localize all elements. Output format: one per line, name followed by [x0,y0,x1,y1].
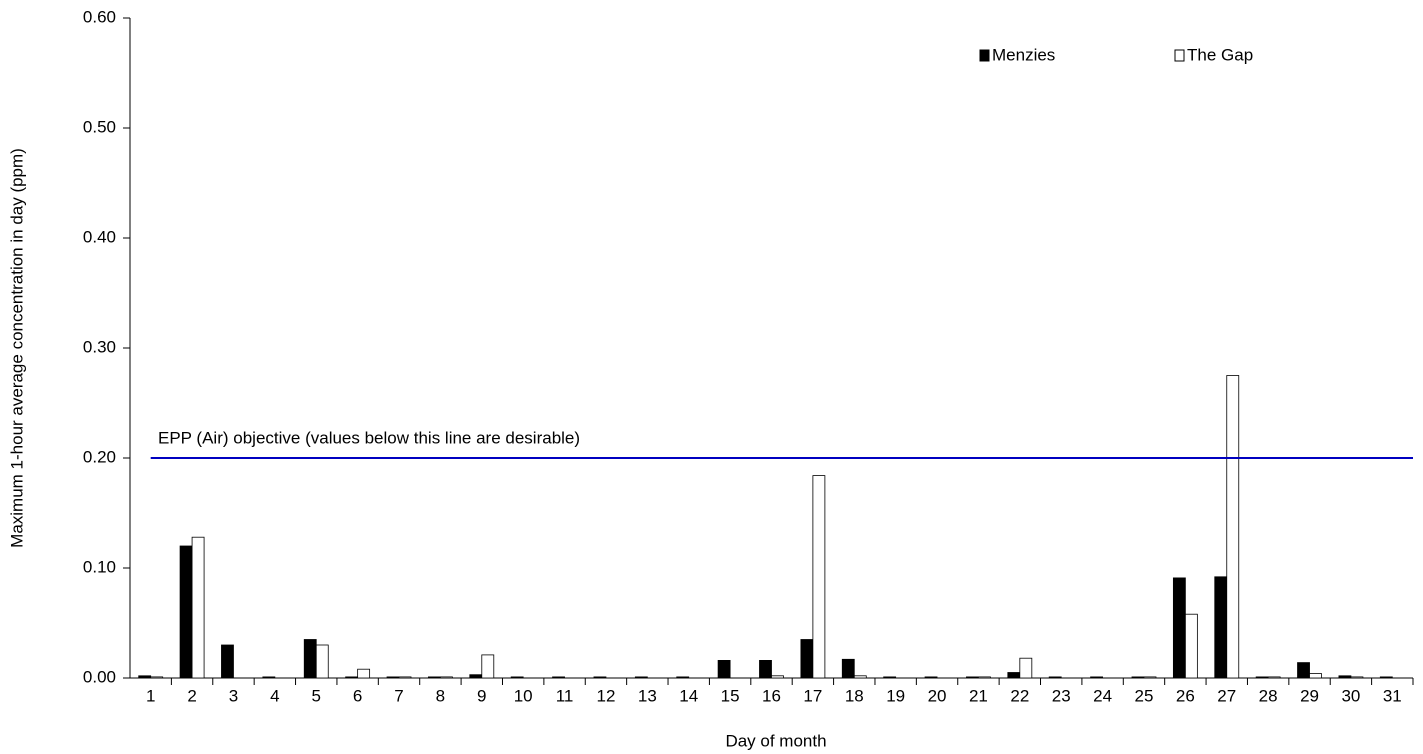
x-axis-title: Day of month [725,731,826,750]
x-tick-label: 12 [596,686,615,705]
x-tick-label: 9 [477,686,486,705]
bar [1131,676,1145,679]
x-tick-label: 18 [845,686,864,705]
x-tick-label: 31 [1383,686,1402,705]
bar [1338,675,1352,679]
bar [440,676,453,679]
bar [1048,676,1062,679]
bar [1350,676,1364,679]
bar [303,639,317,679]
x-tick-label: 14 [679,686,698,705]
legend-label: Menzies [992,45,1055,64]
bar [634,676,648,679]
x-tick-label: 30 [1341,686,1360,705]
x-tick-label: 19 [886,686,905,705]
y-tick-label: 0.10 [83,557,116,576]
bar [1226,375,1240,679]
x-tick-label: 15 [721,686,740,705]
bar [1267,676,1281,679]
bar [481,654,495,679]
bar [357,668,371,679]
y-tick-label: 0.50 [83,117,116,136]
y-tick-label: 0.60 [83,7,116,26]
bar [398,676,412,679]
legend-swatch [1174,49,1185,62]
x-tick-label: 5 [312,686,321,705]
x-tick-label: 26 [1176,686,1195,705]
bar [138,675,152,679]
y-tick-label: 0.20 [83,447,116,466]
bar [469,674,483,679]
bar [552,676,565,679]
x-tick-label: 23 [1052,686,1071,705]
y-tick-label: 0.40 [83,227,116,246]
bar [759,660,772,679]
x-tick-label: 25 [1135,686,1154,705]
x-tick-label: 16 [762,686,781,705]
x-tick-label: 1 [146,686,155,705]
bar [428,676,441,679]
bar [1090,676,1103,679]
bar [345,676,359,679]
x-tick-label: 13 [638,686,657,705]
x-tick-label: 4 [270,686,279,705]
bar [883,676,897,679]
x-tick-label: 27 [1217,686,1236,705]
x-tick-label: 29 [1300,686,1319,705]
bar [1172,577,1186,679]
x-tick-label: 10 [514,686,533,705]
bar [841,658,855,679]
x-tick-label: 17 [803,686,822,705]
bar [1184,613,1198,679]
bar [1143,676,1157,679]
x-tick-label: 11 [556,686,574,705]
x-tick-label: 21 [969,686,988,705]
bar [179,545,193,679]
bar [593,676,607,679]
x-tick-label: 8 [436,686,445,705]
x-tick-label: 20 [928,686,947,705]
bar [676,676,690,679]
bar [800,639,814,679]
x-tick-label: 24 [1093,686,1112,705]
legend-label: The Gap [1187,45,1253,64]
x-tick-label: 22 [1010,686,1029,705]
y-axis-title: Maximum 1-hour average concentration in … [7,148,26,548]
x-tick-label: 2 [187,686,196,705]
bar [1214,576,1228,679]
x-tick-label: 6 [353,686,362,705]
bar [924,676,938,679]
bar [510,676,524,679]
bar [150,676,164,679]
bar [1007,672,1021,679]
reference-label: EPP (Air) objective (values below this l… [158,428,580,447]
bar [1297,662,1310,679]
x-tick-label: 28 [1259,686,1278,705]
bar [1379,676,1393,679]
legend-swatch [979,49,990,62]
bar [812,475,826,679]
bar [1309,673,1322,679]
bar [386,676,400,679]
bar [966,676,979,679]
y-tick-label: 0.00 [83,667,116,686]
bar [1255,676,1269,679]
x-tick-label: 7 [394,686,403,705]
bar [978,676,991,679]
x-tick-label: 3 [229,686,238,705]
bar [771,675,784,679]
bar [853,675,867,679]
bar [221,644,234,679]
bar [717,660,731,679]
bar [191,536,205,679]
bar [262,676,276,679]
bar [315,644,329,679]
bar [1019,657,1033,679]
y-tick-label: 0.30 [83,337,116,356]
